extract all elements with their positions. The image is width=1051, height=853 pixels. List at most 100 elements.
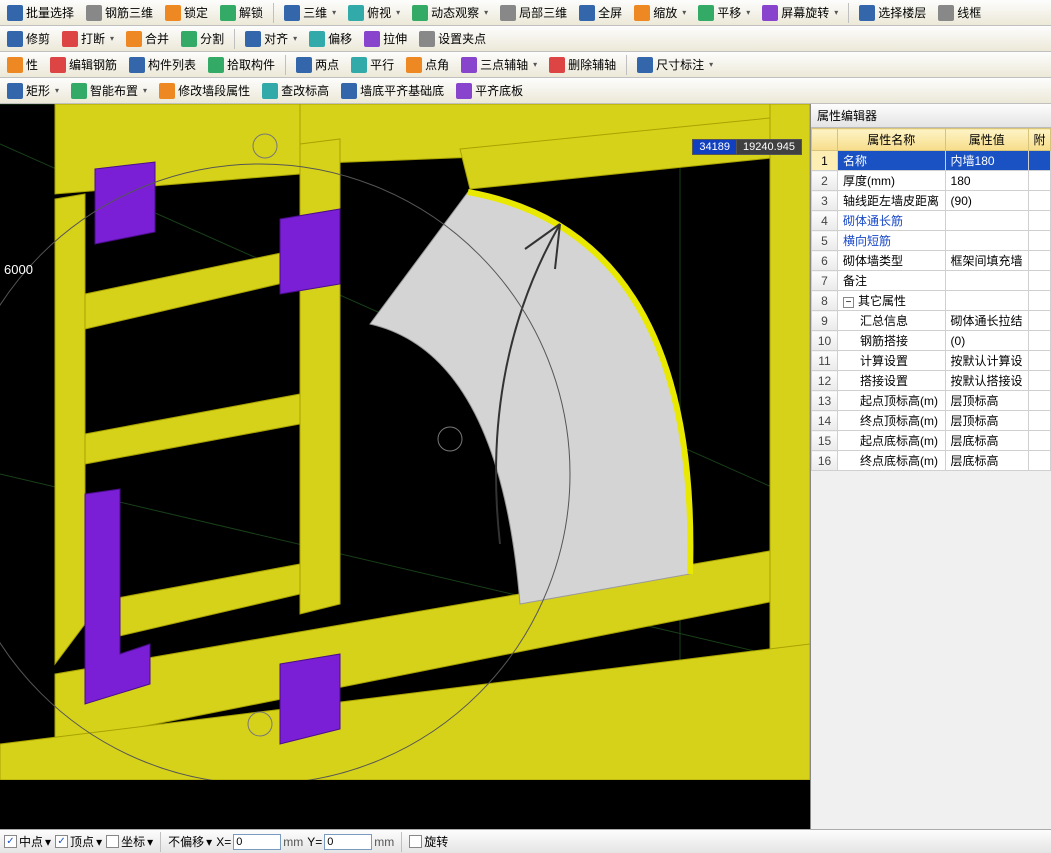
tool-对齐[interactable]: 对齐 [240,28,302,50]
snap-midpoint[interactable]: 中点 ▾ [4,833,51,850]
prop-row-10[interactable]: 10钢筋搭接(0) [812,331,1051,351]
tool-屏幕旋转[interactable]: 屏幕旋转 [757,2,843,24]
prop-row-9[interactable]: 9汇总信息砌体通长拉结 [812,311,1051,331]
prop-row-11[interactable]: 11计算设置按默认计算设 [812,351,1051,371]
prop-value[interactable]: 按默认计算设 [945,351,1028,371]
平行-icon [351,57,367,73]
prop-row-2[interactable]: 2厚度(mm)180 [812,171,1051,191]
prop-value[interactable]: 内墙180 [945,151,1028,171]
tool-点角[interactable]: 点角 [401,54,454,76]
prop-row-1[interactable]: 1名称内墙180 [812,151,1051,171]
tool-查改标高[interactable]: 查改标高 [257,80,334,102]
prop-value[interactable]: 层底标高 [945,431,1028,451]
tool-三维[interactable]: 三维 [279,2,341,24]
tool-矩形[interactable]: 矩形 [2,80,64,102]
coord-checkbox[interactable] [106,835,119,848]
tool-平行[interactable]: 平行 [346,54,399,76]
prop-row-5[interactable]: 5横向短筋 [812,231,1051,251]
midpoint-checkbox[interactable] [4,835,17,848]
合并-icon [126,31,142,47]
prop-row-7[interactable]: 7备注 [812,271,1051,291]
tool-label: 拉伸 [383,30,407,47]
tool-拉伸[interactable]: 拉伸 [359,28,412,50]
tool-构件列表[interactable]: 构件列表 [124,54,201,76]
prop-value[interactable]: 砌体通长拉结 [945,311,1028,331]
prop-value[interactable]: 层顶标高 [945,391,1028,411]
tool-label: 性 [26,56,38,73]
tool-拾取构件[interactable]: 拾取构件 [203,54,280,76]
修改墙段属性-icon [159,83,175,99]
prop-value[interactable] [945,231,1028,251]
tool-选择楼层[interactable]: 选择楼层 [854,2,931,24]
prop-value[interactable]: 180 [945,171,1028,191]
prop-value[interactable]: 框架间填充墙 [945,251,1028,271]
prop-value[interactable]: (0) [945,331,1028,351]
toolbar-row-4: 矩形智能布置修改墙段属性 查改标高墙底平齐基础底平齐底板 [0,78,1051,104]
tool-批量选择[interactable]: 批量选择 [2,2,79,24]
prop-row-8[interactable]: 8−其它属性 [812,291,1051,311]
prop-value[interactable] [945,291,1028,311]
tool-分割[interactable]: 分割 [176,28,229,50]
tool-设置夹点[interactable]: 设置夹点 [414,28,491,50]
tool-两点[interactable]: 两点 [291,54,344,76]
批量选择-icon [7,5,23,21]
prop-value[interactable]: 按默认搭接设 [945,371,1028,391]
tool-合并[interactable]: 合并 [121,28,174,50]
offset-mode[interactable]: 不偏移 ▾ [168,833,212,850]
prop-row-4[interactable]: 4砌体通长筋 [812,211,1051,231]
tool-三点辅轴[interactable]: 三点辅轴 [456,54,542,76]
rownum: 5 [812,231,838,251]
prop-row-3[interactable]: 3轴线距左墙皮距离(90) [812,191,1051,211]
tool-缩放[interactable]: 缩放 [629,2,691,24]
rotate-toggle[interactable]: 旋转 [409,833,448,850]
tool-偏移[interactable]: 偏移 [304,28,357,50]
snap-coord[interactable]: 坐标 ▾ [106,833,153,850]
tool-局部三维[interactable]: 局部三维 [495,2,572,24]
prop-extra [1029,171,1051,191]
tool-俯视[interactable]: 俯视 [343,2,405,24]
prop-name: 汇总信息 [838,311,946,331]
offset-y-input[interactable] [324,834,372,850]
tool-打断[interactable]: 打断 [57,28,119,50]
tool-平移[interactable]: 平移 [693,2,755,24]
prop-value[interactable] [945,211,1028,231]
property-table: 属性名称 属性值 附 1名称内墙1802厚度(mm)1803轴线距左墙皮距离(9… [811,128,1051,471]
tool-删除辅轴[interactable]: 删除辅轴 [544,54,621,76]
tool-修改墙段属性[interactable]: 修改墙段属性 [154,80,255,102]
prop-value[interactable]: 层底标高 [945,451,1028,471]
tool-墙底平齐基础底[interactable]: 墙底平齐基础底 [336,80,449,102]
prop-row-13[interactable]: 13起点顶标高(m)层顶标高 [812,391,1051,411]
tool-尺寸标注[interactable]: 尺寸标注 [632,54,718,76]
prop-row-6[interactable]: 6砌体墙类型框架间填充墙 [812,251,1051,271]
prop-row-16[interactable]: 16终点底标高(m)层底标高 [812,451,1051,471]
tool-智能布置[interactable]: 智能布置 [66,80,152,102]
snap-vertex[interactable]: 顶点 ▾ [55,833,102,850]
tool-动态观察[interactable]: 动态观察 [407,2,493,24]
prop-row-14[interactable]: 14终点顶标高(m)层顶标高 [812,411,1051,431]
collapse-icon[interactable]: − [843,297,854,308]
prop-name: 轴线距左墙皮距离 [838,191,946,211]
tool-label: 线框 [957,4,981,21]
tool-钢筋三维[interactable]: 钢筋三维 [81,2,158,24]
tool-线框[interactable]: 线框 [933,2,986,24]
tool-修剪[interactable]: 修剪 [2,28,55,50]
rotate-checkbox[interactable] [409,835,422,848]
prop-value[interactable]: (90) [945,191,1028,211]
property-panel: 属性编辑器 属性名称 属性值 附 1名称内墙1802厚度(mm)1803轴线距左… [810,104,1051,829]
vertex-checkbox[interactable] [55,835,68,848]
tool-锁定[interactable]: 锁定 [160,2,213,24]
偏移-icon [309,31,325,47]
tool-平齐底板[interactable]: 平齐底板 [451,80,528,102]
prop-row-12[interactable]: 12搭接设置按默认搭接设 [812,371,1051,391]
俯视-icon [348,5,364,21]
tool-性[interactable]: 性 [2,54,43,76]
tool-全屏[interactable]: 全屏 [574,2,627,24]
model-viewport[interactable]: 6000 34189 19240.945 [0,104,810,829]
tool-解锁[interactable]: 解锁 [215,2,268,24]
prop-value[interactable] [945,271,1028,291]
prop-row-15[interactable]: 15起点底标高(m)层底标高 [812,431,1051,451]
tool-编辑钢筋[interactable]: 编辑钢筋 [45,54,122,76]
offset-x-input[interactable] [233,834,281,850]
prop-value[interactable]: 层顶标高 [945,411,1028,431]
tool-label: 查改标高 [281,82,329,99]
